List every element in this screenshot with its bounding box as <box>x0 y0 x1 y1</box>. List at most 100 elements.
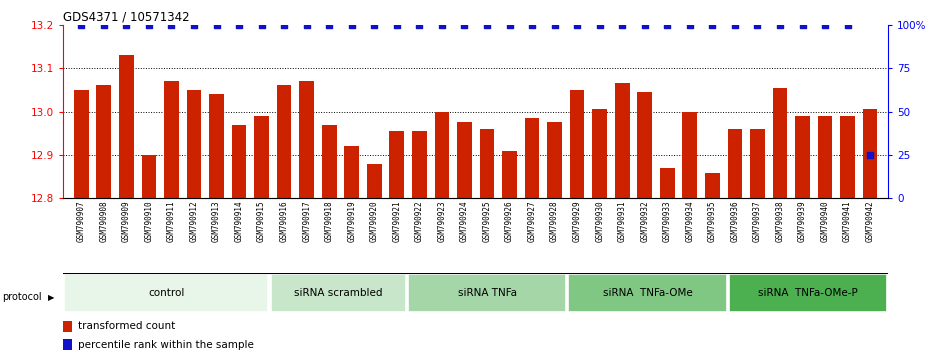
Text: GSM790910: GSM790910 <box>144 200 153 242</box>
FancyBboxPatch shape <box>271 274 405 312</box>
Bar <box>592 109 607 198</box>
Bar <box>63 339 73 350</box>
Point <box>863 152 878 158</box>
Point <box>795 22 810 28</box>
Text: GSM790937: GSM790937 <box>753 200 762 242</box>
Point <box>547 22 562 28</box>
Point <box>659 22 674 28</box>
Bar <box>344 146 359 198</box>
Bar <box>817 116 832 198</box>
Text: control: control <box>148 288 184 298</box>
Text: GSM790916: GSM790916 <box>280 200 288 242</box>
Bar <box>141 155 156 198</box>
Bar <box>209 94 224 198</box>
Bar <box>187 90 201 198</box>
Bar <box>751 129 764 198</box>
Point <box>209 22 224 28</box>
Bar <box>727 129 742 198</box>
Text: GSM790915: GSM790915 <box>257 200 266 242</box>
Bar <box>863 109 877 198</box>
Bar <box>97 85 111 198</box>
Bar <box>773 88 788 198</box>
Point <box>615 22 630 28</box>
Text: GSM790936: GSM790936 <box>730 200 739 242</box>
Point <box>592 22 607 28</box>
Bar <box>502 150 517 198</box>
Bar <box>458 122 472 198</box>
Bar <box>74 90 88 198</box>
Text: GSM790926: GSM790926 <box>505 200 514 242</box>
Text: GSM790928: GSM790928 <box>550 200 559 242</box>
Text: GSM790924: GSM790924 <box>460 200 469 242</box>
Point <box>73 22 88 28</box>
Bar <box>299 81 314 198</box>
Point <box>480 22 495 28</box>
Point <box>570 22 585 28</box>
Text: GSM790918: GSM790918 <box>325 200 334 242</box>
Text: siRNA TNFa: siRNA TNFa <box>458 288 517 298</box>
Point <box>817 22 832 28</box>
Text: percentile rank within the sample: percentile rank within the sample <box>77 340 254 350</box>
Point <box>390 22 405 28</box>
FancyBboxPatch shape <box>408 274 566 312</box>
Text: GSM790932: GSM790932 <box>640 200 649 242</box>
Point <box>683 22 698 28</box>
Point <box>344 22 359 28</box>
Bar <box>705 173 720 198</box>
Bar <box>277 85 291 198</box>
FancyBboxPatch shape <box>729 274 887 312</box>
Text: GSM790909: GSM790909 <box>122 200 131 242</box>
Point <box>254 22 269 28</box>
Text: GSM790922: GSM790922 <box>415 200 424 242</box>
Bar <box>480 129 494 198</box>
Text: GSM790930: GSM790930 <box>595 200 604 242</box>
Text: transformed count: transformed count <box>77 321 175 331</box>
Point <box>525 22 539 28</box>
Point <box>773 22 788 28</box>
Point <box>141 22 156 28</box>
Text: siRNA scrambled: siRNA scrambled <box>294 288 382 298</box>
Bar <box>119 55 134 198</box>
Text: GSM790925: GSM790925 <box>483 200 491 242</box>
Bar <box>525 118 539 198</box>
Point <box>412 22 427 28</box>
Text: GSM790914: GSM790914 <box>234 200 244 242</box>
Text: GSM790913: GSM790913 <box>212 200 221 242</box>
Text: ▶: ▶ <box>48 293 55 302</box>
Bar <box>367 164 381 198</box>
Bar <box>795 116 810 198</box>
Point <box>232 22 246 28</box>
Text: GSM790941: GSM790941 <box>844 200 852 242</box>
Text: GSM790929: GSM790929 <box>573 200 581 242</box>
Text: GSM790931: GSM790931 <box>618 200 627 242</box>
Text: GSM790940: GSM790940 <box>820 200 830 242</box>
Bar <box>390 131 405 198</box>
Point <box>97 22 112 28</box>
Bar <box>254 116 269 198</box>
Text: GSM790911: GSM790911 <box>166 200 176 242</box>
Text: GSM790919: GSM790919 <box>347 200 356 242</box>
Point <box>637 22 652 28</box>
Point <box>366 22 381 28</box>
Text: GSM790921: GSM790921 <box>392 200 402 242</box>
Point <box>502 22 517 28</box>
Bar <box>683 112 698 198</box>
Text: GSM790917: GSM790917 <box>302 200 312 242</box>
Text: GSM790908: GSM790908 <box>100 200 108 242</box>
Point <box>187 22 202 28</box>
FancyBboxPatch shape <box>568 274 726 312</box>
Point <box>840 22 855 28</box>
Bar <box>232 125 246 198</box>
Point <box>727 22 742 28</box>
Bar <box>434 112 449 198</box>
Bar <box>164 81 179 198</box>
Point <box>750 22 764 28</box>
Text: GSM790935: GSM790935 <box>708 200 717 242</box>
Bar <box>841 116 855 198</box>
Text: GSM790939: GSM790939 <box>798 200 807 242</box>
Point <box>164 22 179 28</box>
Bar <box>547 122 562 198</box>
Text: GSM790927: GSM790927 <box>527 200 537 242</box>
Text: GSM790907: GSM790907 <box>77 200 86 242</box>
Text: siRNA  TNFa-OMe-P: siRNA TNFa-OMe-P <box>758 288 857 298</box>
